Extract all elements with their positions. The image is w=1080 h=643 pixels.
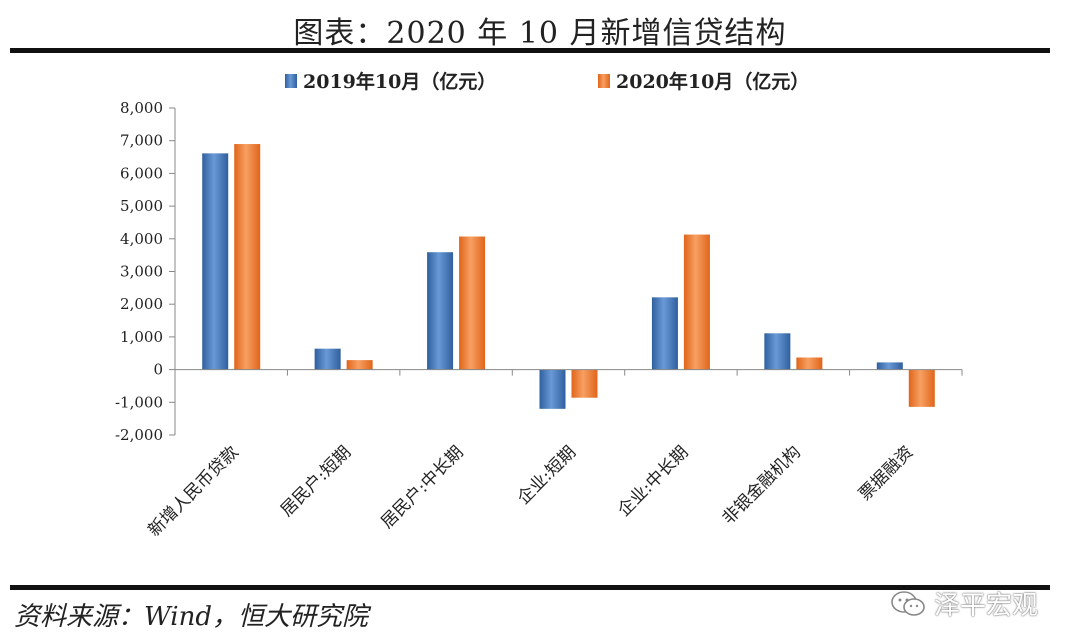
y-tick-label: 7,000: [120, 132, 163, 150]
y-tick-label: 3,000: [120, 263, 163, 281]
bottom-rule: [10, 585, 1050, 590]
legend-swatch: [598, 74, 610, 88]
legend-label: 2019年10月（亿元）: [303, 70, 496, 93]
bar-2019: [314, 348, 341, 370]
bar-2020: [571, 369, 598, 398]
y-tick-label: 6,000: [120, 164, 163, 182]
y-tick-label: 1,000: [120, 328, 163, 346]
bar-2020: [796, 357, 823, 370]
x-category-label: 新增人民币贷款: [144, 442, 242, 540]
legend-label: 2020年10月（亿元）: [616, 70, 809, 93]
y-tick-label: 8,000: [120, 99, 163, 117]
x-category-label: 企业:中长期: [614, 442, 692, 520]
x-category-label: 居民户:中长期: [377, 442, 467, 532]
y-tick-label: 2,000: [120, 295, 163, 313]
wechat-icon: [891, 590, 925, 616]
source-note: 资料来源：Wind，恒大研究院: [14, 602, 368, 632]
bar-2019: [764, 333, 791, 370]
legend: 2019年10月（亿元） 2020年10月（亿元）: [285, 70, 809, 93]
y-tick-label: 0: [153, 361, 163, 379]
y-axis: -2,000 -1,000 0 1,000 2,000 3,000 4,000 5,000 6,…: [115, 99, 176, 444]
bar-2019: [651, 297, 678, 370]
bar-2019: [539, 369, 566, 409]
bar-2020: [234, 144, 261, 370]
top-rule: [10, 48, 1050, 53]
y-tick-label: 5,000: [120, 197, 163, 215]
x-category-label: 非银金融机构: [719, 442, 805, 528]
legend-swatch: [285, 74, 297, 88]
bar-2019: [876, 362, 903, 370]
bar-2020: [908, 369, 935, 407]
bars: [202, 144, 935, 409]
bar-2019: [427, 252, 454, 370]
watermark: 泽平宏观: [890, 585, 1038, 622]
page-title: 图表：2020 年 10 月新增信贷结构: [293, 16, 787, 51]
y-tick-label: -1,000: [115, 393, 163, 411]
watermark-text: 泽平宏观: [934, 591, 1039, 621]
y-tick-label: 4,000: [120, 230, 163, 248]
x-category-label: 企业:短期: [514, 442, 580, 508]
bar-2020: [346, 360, 373, 370]
x-category-label: 居民户:短期: [277, 442, 355, 520]
y-tick-label: -2,000: [115, 426, 163, 444]
bar-2019: [202, 153, 229, 370]
bar-chart: 2019年10月（亿元） 2020年10月（亿元） -2,000 -1,000 0 1,…: [115, 70, 963, 541]
bar-2020: [683, 234, 710, 370]
x-category-label: 票据融资: [855, 442, 917, 504]
bar-2020: [459, 236, 486, 370]
